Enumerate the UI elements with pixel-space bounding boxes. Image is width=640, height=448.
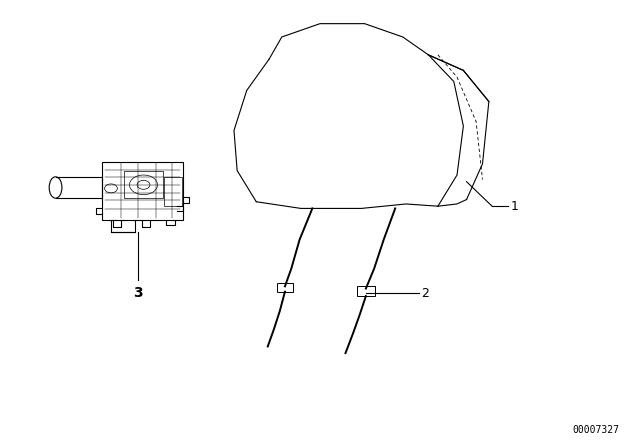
Circle shape xyxy=(167,186,180,195)
Circle shape xyxy=(129,175,157,194)
Text: 1: 1 xyxy=(511,200,519,213)
Bar xyxy=(102,162,183,220)
Ellipse shape xyxy=(49,177,62,198)
Bar xyxy=(164,177,182,206)
Bar xyxy=(124,172,163,198)
Bar xyxy=(276,283,293,292)
Circle shape xyxy=(104,184,117,193)
Bar xyxy=(357,286,375,296)
Text: 2: 2 xyxy=(420,287,429,300)
Circle shape xyxy=(137,181,150,189)
Text: 00007327: 00007327 xyxy=(573,426,620,435)
Text: 3: 3 xyxy=(134,286,143,300)
